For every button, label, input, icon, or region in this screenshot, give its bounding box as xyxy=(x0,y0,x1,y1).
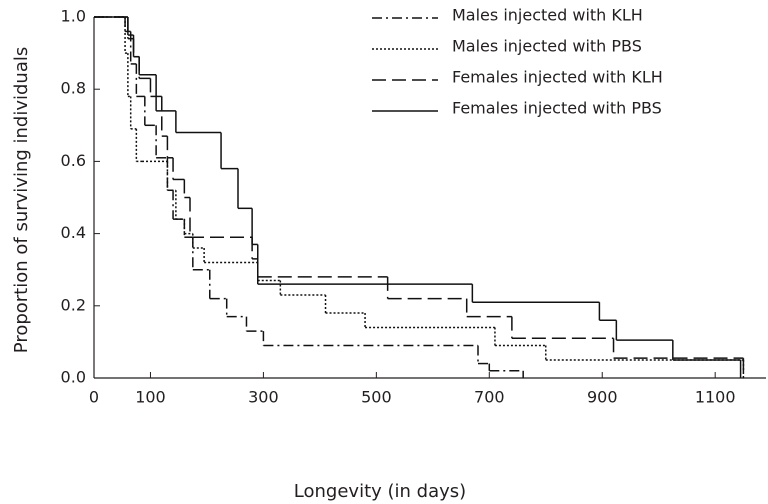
x-tick-label: 700 xyxy=(474,388,505,407)
y-tick-label: 0.4 xyxy=(61,223,86,242)
x-tick-label: 900 xyxy=(587,388,618,407)
legend-label: Females injected with KLH xyxy=(452,68,663,87)
x-axis-label: Longevity (in days) xyxy=(294,481,466,502)
legend-label: Males injected with PBS xyxy=(452,37,642,56)
y-axis-label: Proportion of surviving individuals xyxy=(11,47,32,353)
x-tick-label: 300 xyxy=(248,388,279,407)
x-tick-label: 500 xyxy=(361,388,392,407)
x-tick-label: 100 xyxy=(135,388,166,407)
x-tick-label: 1100 xyxy=(695,388,736,407)
y-tick-label: 0.6 xyxy=(61,151,86,170)
y-tick-label: 0.0 xyxy=(61,368,86,387)
y-tick-label: 0.8 xyxy=(61,79,86,98)
legend-label: Males injected with KLH xyxy=(452,6,643,25)
x-tick-label: 0 xyxy=(89,388,99,407)
y-tick-label: 0.2 xyxy=(61,295,86,314)
y-tick-label: 1.0 xyxy=(61,7,86,26)
legend-label: Females injected with PBS xyxy=(452,99,662,118)
